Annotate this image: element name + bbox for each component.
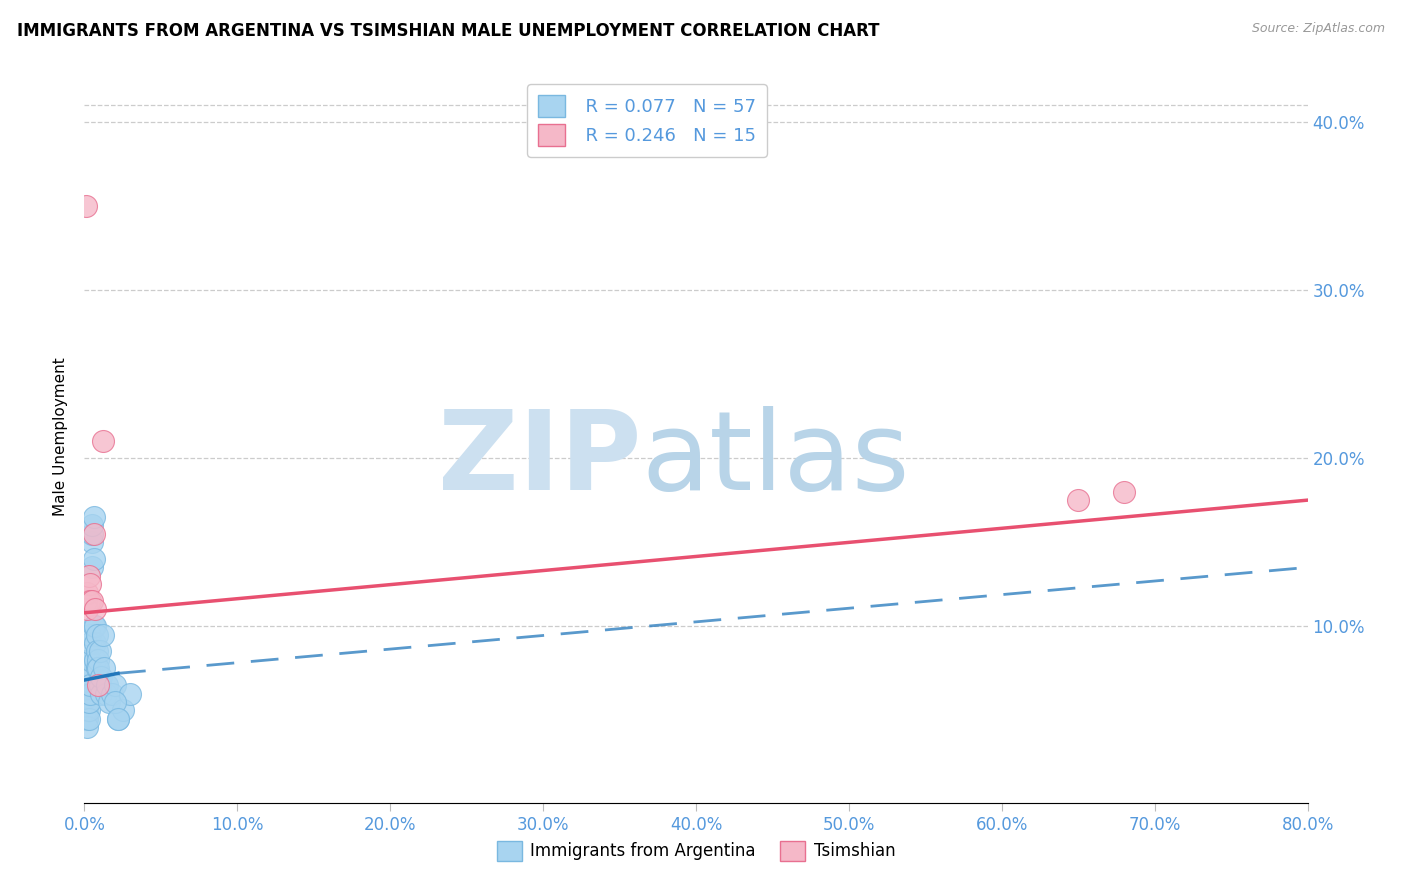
Point: [83, 619, 105, 633]
Point: [1067, 493, 1090, 508]
Point: [87, 678, 110, 692]
Point: [76, 690, 98, 704]
Point: [77, 695, 100, 709]
Point: [104, 678, 127, 692]
Point: [120, 686, 142, 700]
Point: [77, 712, 100, 726]
Text: ZIP: ZIP: [437, 406, 641, 513]
Point: [94, 686, 117, 700]
Point: [86, 627, 108, 641]
Point: [111, 703, 134, 717]
Point: [80, 560, 103, 574]
Point: [91, 627, 114, 641]
Point: [77, 569, 100, 583]
Point: [76, 720, 98, 734]
Point: [80, 518, 103, 533]
Point: [83, 526, 105, 541]
Point: [90, 686, 112, 700]
Point: [84, 619, 107, 633]
Point: [75, 695, 97, 709]
Text: Source: ZipAtlas.com: Source: ZipAtlas.com: [1251, 22, 1385, 36]
Point: [79, 636, 101, 650]
Point: [75, 678, 97, 692]
Y-axis label: Male Unemployment: Male Unemployment: [53, 358, 69, 516]
Point: [80, 594, 103, 608]
Point: [75, 686, 97, 700]
Point: [79, 627, 101, 641]
Point: [101, 686, 124, 700]
Point: [89, 644, 111, 658]
Point: [80, 535, 103, 549]
Point: [76, 585, 98, 599]
Point: [76, 695, 98, 709]
Point: [79, 678, 101, 692]
Point: [80, 526, 103, 541]
Point: [91, 434, 114, 449]
Point: [79, 653, 101, 667]
Text: atlas: atlas: [641, 406, 910, 513]
Point: [77, 653, 100, 667]
Point: [79, 670, 101, 684]
Point: [84, 602, 107, 616]
Point: [76, 686, 98, 700]
Point: [77, 594, 100, 608]
Point: [79, 577, 101, 591]
Point: [75, 594, 97, 608]
Point: [75, 199, 97, 213]
Point: [84, 636, 107, 650]
Point: [76, 712, 98, 726]
Point: [76, 670, 98, 684]
Point: [79, 594, 101, 608]
Point: [89, 678, 111, 692]
Point: [96, 678, 118, 692]
Point: [86, 661, 108, 675]
Point: [76, 602, 98, 616]
Point: [87, 661, 110, 675]
Point: [107, 712, 129, 726]
Point: [77, 661, 100, 675]
Point: [107, 712, 129, 726]
Point: [76, 703, 98, 717]
Point: [75, 703, 97, 717]
Point: [83, 552, 105, 566]
Point: [87, 653, 110, 667]
Point: [1114, 484, 1136, 499]
Point: [86, 644, 108, 658]
Point: [77, 686, 100, 700]
Point: [97, 695, 120, 709]
Point: [93, 661, 115, 675]
Point: [104, 695, 127, 709]
Point: [75, 712, 97, 726]
Point: [77, 703, 100, 717]
Point: [84, 653, 107, 667]
Point: [77, 678, 100, 692]
Point: [76, 678, 98, 692]
Text: IMMIGRANTS FROM ARGENTINA VS TSIMSHIAN MALE UNEMPLOYMENT CORRELATION CHART: IMMIGRANTS FROM ARGENTINA VS TSIMSHIAN M…: [17, 22, 879, 40]
Point: [83, 510, 105, 524]
Legend: Immigrants from Argentina, Tsimshian: Immigrants from Argentina, Tsimshian: [489, 834, 903, 868]
Point: [90, 670, 112, 684]
Point: [79, 686, 101, 700]
